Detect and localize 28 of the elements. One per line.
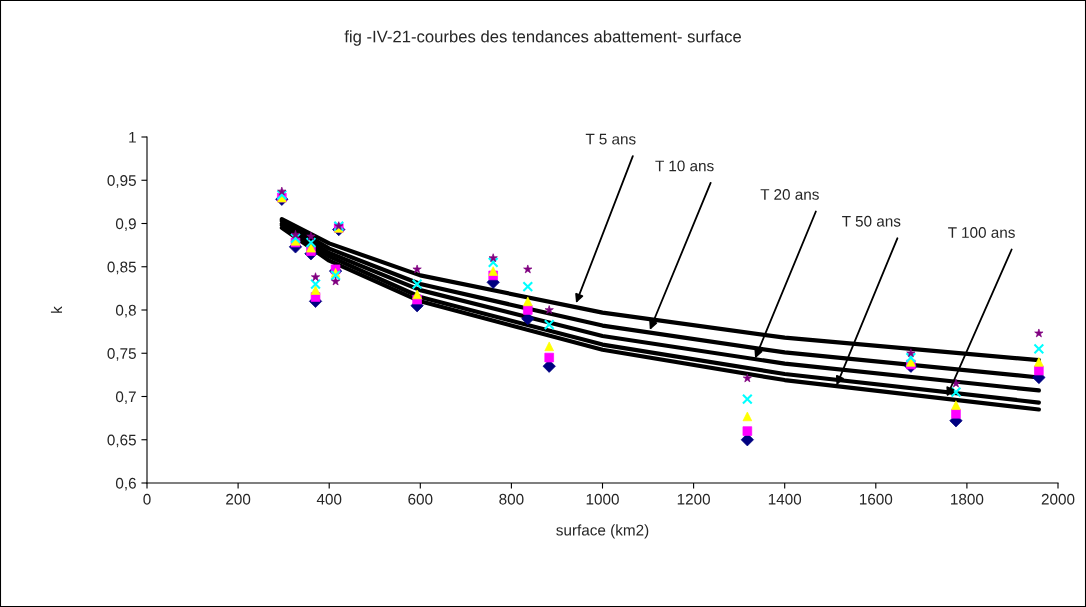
y-tick-label: 0,95	[107, 175, 136, 188]
annotation: T 20 ans	[760, 189, 819, 200]
x-tick-label: 1000	[586, 493, 619, 505]
annotation: T 100 ans	[948, 227, 1015, 238]
x-axis-title: surface (km2)	[556, 524, 649, 539]
x-tick-label: 800	[499, 493, 524, 505]
y-tick-label: 0,7	[115, 391, 136, 404]
x-tick-label: 2000	[1041, 493, 1075, 505]
y-tick-label: 0,6	[115, 477, 136, 491]
x-tick-label: 600	[408, 493, 433, 505]
y-tick-label: 0,9	[115, 218, 136, 231]
y-axis-title: k	[50, 306, 63, 313]
x-tick-label: 1200	[677, 493, 710, 505]
x-tick-label: 1600	[859, 493, 893, 505]
chart-title: fig -IV-21-courbes des tendances abattement- surface	[344, 30, 741, 46]
x-tick-label: 200	[226, 493, 251, 505]
annotation: T 5 ans	[585, 133, 636, 145]
y-tick-label: 0,85	[107, 261, 136, 275]
x-tick-label: 1400	[768, 493, 802, 505]
y-tick-label: 0,75	[107, 348, 136, 361]
annotation: T 50 ans	[842, 215, 901, 227]
x-tick-label: 400	[316, 493, 342, 505]
y-tick-label: 1	[129, 132, 136, 143]
y-tick-label: 0,8	[115, 304, 136, 318]
y-tick-label: 0,65	[107, 434, 136, 448]
annotation: T 10 ans	[655, 160, 714, 172]
x-tick-label: 1800	[951, 493, 984, 505]
x-tick-label: 0	[143, 493, 151, 505]
